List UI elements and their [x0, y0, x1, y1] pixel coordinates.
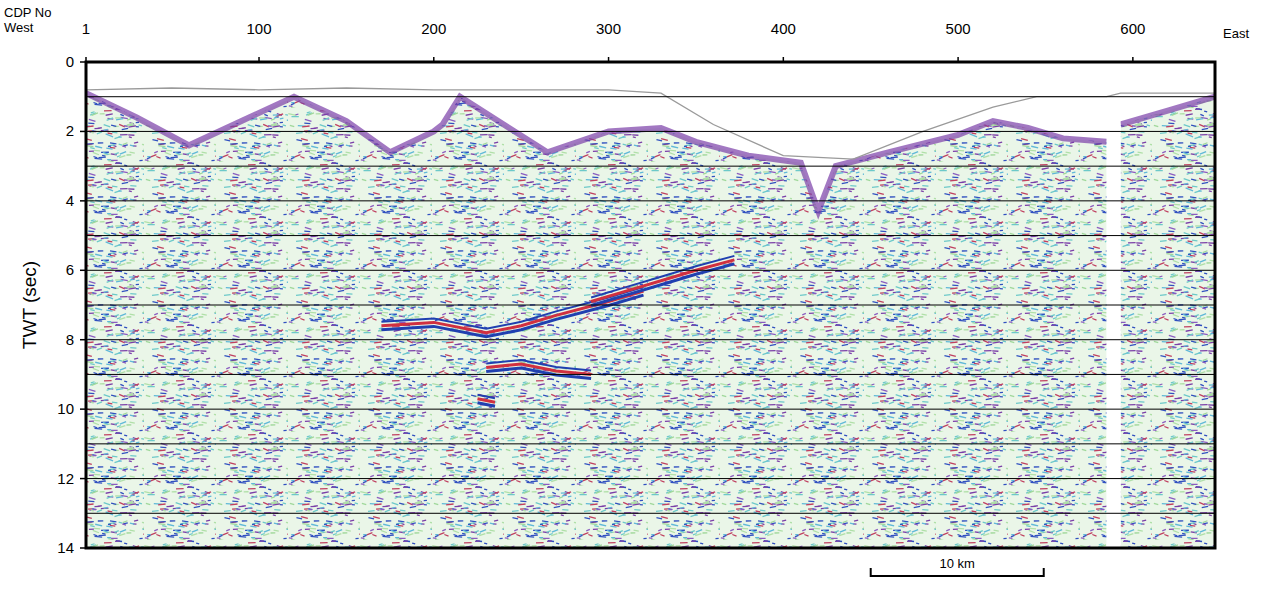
grid-line [86, 270, 1215, 271]
y-axis-title: TWT (sec) [19, 261, 40, 349]
x-tick [85, 57, 87, 62]
grid-line [86, 513, 1215, 514]
scale-bar-end [1043, 568, 1045, 577]
y-tick-label: 14 [57, 539, 74, 556]
y-tick-label: 6 [66, 261, 74, 278]
y-tick [80, 339, 86, 341]
x-tick-label: 1 [82, 20, 90, 37]
y-tick [80, 478, 86, 480]
y-tick [80, 270, 86, 272]
reflector-trough [486, 360, 591, 370]
x-tick [957, 57, 959, 62]
grid-line [86, 131, 1215, 132]
topography [86, 88, 1215, 159]
x-tick-label: 200 [421, 20, 446, 37]
grid-line [86, 166, 1215, 167]
x-tick-label: 400 [771, 20, 796, 37]
y-tick-label: 2 [66, 122, 74, 139]
reflector-trough [478, 395, 496, 399]
x-tick-label: 100 [247, 20, 272, 37]
y-tick-label: 0 [66, 53, 74, 70]
x-tick-label: 500 [946, 20, 971, 37]
y-tick [80, 547, 86, 549]
x-tick [783, 57, 785, 62]
grid-line [86, 409, 1215, 410]
plot-area [86, 62, 1215, 548]
grid-line [86, 339, 1215, 340]
grid-line [86, 235, 1215, 236]
y-tick-label: 12 [57, 470, 74, 487]
y-tick [80, 131, 86, 133]
frame [86, 62, 1215, 548]
x-tick-label: 600 [1120, 20, 1145, 37]
grid-line [86, 374, 1215, 375]
reflector [591, 260, 734, 302]
scale-bar-end [870, 568, 872, 577]
x-tick [1132, 57, 1134, 62]
east-label: East [1223, 26, 1249, 41]
y-tick [80, 61, 86, 63]
grid-line [86, 443, 1215, 444]
data-area [86, 93, 1215, 548]
y-tick-label: 4 [66, 192, 74, 209]
reflector-trough [591, 256, 734, 298]
reflector-trough [478, 403, 496, 407]
reflector [478, 399, 496, 403]
x-tick [433, 57, 435, 62]
grid-line [86, 96, 1215, 97]
x-tick-label: 300 [596, 20, 621, 37]
chart: 0 2 4 6 8 10 12 14 TWT (sec) 1 100 200 300 400 500 600 C… [0, 0, 1264, 592]
scale-bar [871, 575, 1044, 577]
x-axis-title: CDP No [4, 5, 51, 20]
grid-line [86, 200, 1215, 201]
y-tick [80, 408, 86, 410]
x-tick [608, 57, 610, 62]
first-arrival [86, 93, 1215, 211]
y-tick [80, 200, 86, 202]
y-tick-label: 10 [57, 400, 74, 417]
grid-line [86, 305, 1215, 306]
west-label: West [4, 20, 34, 35]
x-tick [258, 57, 260, 62]
scale-bar-label: 10 km [940, 556, 975, 571]
grid-line [86, 478, 1215, 479]
y-tick-label: 8 [66, 331, 74, 348]
